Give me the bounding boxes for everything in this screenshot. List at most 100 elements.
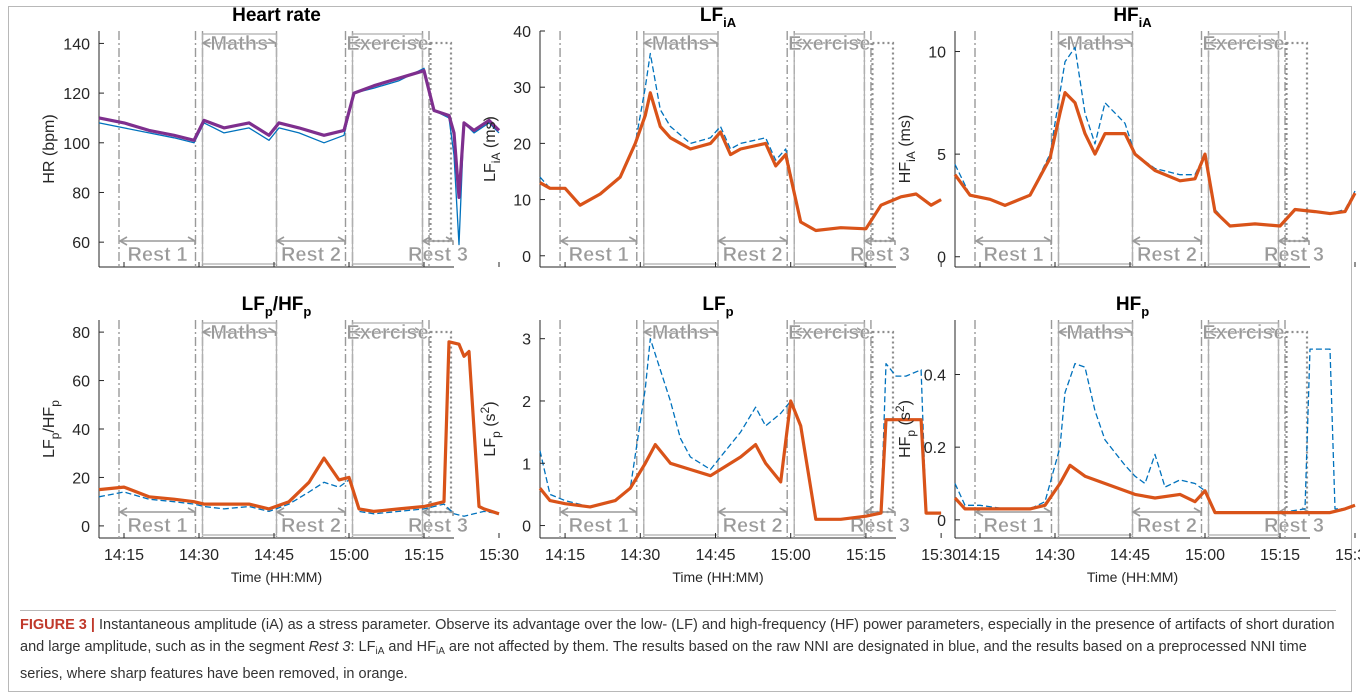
x-tick-label: 15:00 (1185, 547, 1225, 564)
segment-arrow-head (642, 38, 652, 48)
caption-sub-1: iA (375, 646, 385, 657)
segment-frame (1057, 322, 1134, 536)
y-tick-label: 0.4 (924, 368, 946, 385)
series-line-raw (98, 67, 500, 246)
segment-arrow-head (421, 236, 431, 246)
segment-label-rest2: Rest 2 (723, 244, 783, 266)
caption-lead: FIGURE 3 | (20, 617, 95, 633)
x-tick-label: 15:00 (771, 547, 811, 564)
y-tick-label: 0 (522, 249, 531, 266)
x-tick-label: 14:15 (960, 547, 1000, 564)
y-axis-label: LFp/HFp (41, 400, 62, 458)
segment-arrow-head (716, 236, 726, 246)
y-axis-label-tail: (ms) (897, 115, 914, 151)
segment-label-exercise: Exercise (1202, 33, 1284, 55)
y-axis-label: HFiA (ms) (897, 115, 918, 183)
segment-label-rest1: Rest 1 (127, 515, 187, 537)
y-axis-label: HR (bpm) (41, 114, 58, 183)
y-axis-label-tail-sup: 2 (893, 405, 907, 412)
caption-sub-2: iA (435, 646, 445, 657)
chart-title-sub2: p (303, 304, 311, 319)
segment-frame (643, 322, 719, 536)
chart-title-base: Heart rate (232, 5, 321, 26)
segment-arrow-head (351, 38, 361, 48)
chart-title-base: HF (1113, 5, 1138, 26)
figure-caption: FIGURE 3 | Instantaneous amplitude (iA) … (20, 614, 1338, 685)
y-axis-label-base: HF (897, 436, 914, 458)
x-tick-label: 15:15 (404, 547, 444, 564)
segment-frame (201, 33, 278, 265)
segment-label-exercise: Exercise (1202, 322, 1284, 344)
segment-arrow-head (1270, 38, 1279, 47)
segment-frame (201, 322, 278, 536)
y-tick-label: 40 (513, 24, 531, 41)
segment-arrow-head (1301, 236, 1310, 245)
segment-frame (351, 33, 424, 265)
segment-arrow-head (1131, 236, 1141, 246)
caption-text-2: : LF (350, 639, 376, 655)
chart-title: LFp (702, 294, 733, 319)
chart-title-base: LF (700, 5, 723, 26)
y-axis-label-sub: iA (489, 153, 503, 164)
x-tick-label: 14:45 (254, 547, 294, 564)
segment-arrow-head (1270, 327, 1279, 336)
panel-lfp: Rest 1 Maths Rest 2 Exercise Rest 3 0 1 2 3 14:15… (478, 294, 961, 585)
segment-frame (1207, 322, 1280, 536)
y-axis-label-base: LF (482, 163, 499, 182)
segment-arrow-head (887, 507, 896, 516)
segment-label-maths: Maths (210, 322, 268, 344)
segment-arrow-head (779, 507, 788, 516)
x-axis-label: Time (HH:MM) (672, 569, 763, 585)
y-axis-label-base: HF (897, 162, 914, 184)
segment-label-rest3: Rest 3 (408, 244, 468, 266)
y-tick-label: 60 (72, 374, 90, 391)
segment-arrow-head (1124, 38, 1133, 47)
segment-arrow-head (856, 327, 865, 336)
segment-label-rest1: Rest 1 (569, 515, 629, 537)
caption-divider (20, 610, 1336, 611)
segment-arrow-head (628, 236, 638, 245)
segment-label-rest2: Rest 2 (1137, 515, 1197, 537)
segment-label-maths: Maths (1066, 33, 1124, 55)
artifact-box (871, 41, 895, 243)
y-axis-label: HFp (s2) (893, 400, 918, 458)
segment-arrow-head (709, 38, 718, 47)
y-axis-label: LFp (s2) (478, 401, 503, 456)
y-tick-label: 1 (522, 456, 531, 473)
segment-arrow-head (118, 236, 128, 246)
segment-arrow-head (709, 327, 718, 336)
series-line-processed (953, 90, 1357, 228)
segment-arrow-head (887, 236, 896, 245)
segment-arrow-head (716, 507, 726, 517)
y-tick-label: 10 (513, 193, 531, 210)
segment-label-maths: Maths (210, 33, 268, 55)
x-tick-label: 14:30 (179, 547, 219, 564)
segment-arrow-head (856, 38, 865, 47)
chart-title: HFiA (1113, 5, 1152, 30)
series-line-processed (538, 399, 942, 521)
segment-arrow-head (187, 236, 196, 245)
y-axis-label-tail-sub: p (48, 400, 62, 407)
x-tick-label: 14:45 (1110, 547, 1150, 564)
segment-arrow-head (414, 38, 423, 47)
series-line-processed (539, 91, 942, 233)
y-tick-label: 0 (522, 519, 531, 536)
segment-arrow-head (793, 327, 803, 337)
segment-arrow-head (445, 236, 454, 245)
segment-arrow-head (421, 507, 431, 517)
segment-arrow-head (1207, 38, 1217, 48)
caption-text-1: Instantaneous amplitude (iA) as a stress… (20, 617, 1335, 655)
x-tick-label: 15:15 (846, 547, 886, 564)
segment-arrow-head (1277, 236, 1287, 246)
artifact-box (1285, 41, 1309, 243)
series-line-processed (953, 463, 1356, 515)
chart-title-sub: p (265, 304, 273, 319)
x-tick-label: 15:00 (329, 547, 369, 564)
chart-title-sub: iA (1139, 15, 1153, 30)
segment-arrow-head (1193, 236, 1202, 245)
panel-lfhf: Rest 1 Maths Rest 2 Exercise Rest 3 0 20 40 60 80… (41, 294, 519, 585)
chart-title-sub: p (726, 304, 734, 319)
segment-arrow-head (351, 327, 361, 337)
segment-arrow-head (201, 327, 211, 337)
